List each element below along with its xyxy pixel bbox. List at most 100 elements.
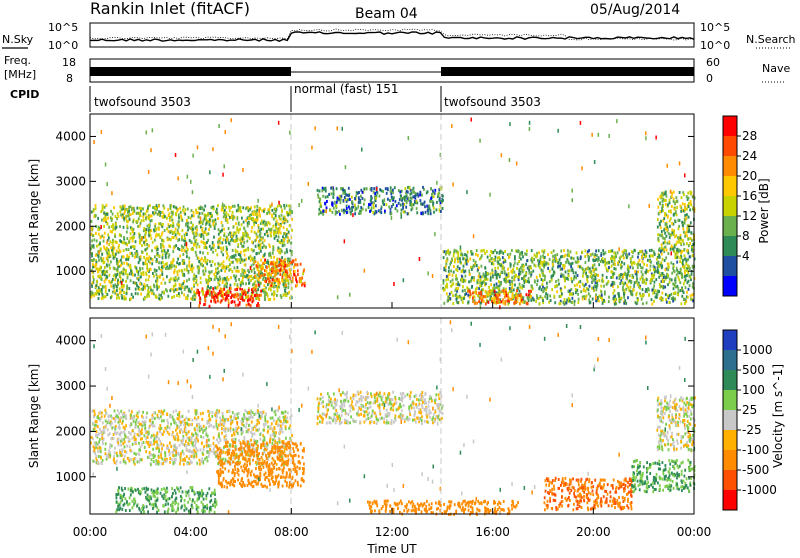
power-pixel-0 [258, 244, 260, 247]
power-pixel-0 [135, 240, 137, 243]
power-pixel-0 [237, 258, 239, 261]
power-pixel-1 [258, 294, 260, 297]
power-pixel-0 [95, 254, 97, 257]
power-pixel-0 [161, 273, 163, 276]
power-pixel-0 [158, 267, 160, 270]
power-pixel-2 [267, 278, 269, 281]
power-pixel-4 [687, 264, 689, 267]
power-pixel-0 [256, 273, 258, 276]
power-pixel-0 [202, 227, 204, 230]
power-pixel-0 [286, 233, 288, 236]
power-pixel-0 [216, 272, 218, 275]
power-pixel-6 [661, 230, 663, 233]
power-pixel-0 [207, 212, 209, 215]
power-pixel-4 [493, 284, 495, 287]
power-pixel-0 [159, 236, 161, 239]
power-pixel-0 [163, 204, 165, 207]
power-pixel-4 [665, 256, 667, 259]
power-pixel-0 [248, 257, 250, 260]
power-pixel-4 [620, 282, 622, 285]
power-pixel-0 [124, 205, 126, 208]
power-pixel-0 [155, 211, 157, 214]
power-pixel-3 [359, 212, 361, 215]
power-pixel-0 [240, 284, 242, 287]
power-pixel-0 [139, 207, 141, 210]
power-pixel-4 [490, 250, 492, 253]
power-pixel-4 [520, 266, 522, 269]
power-pixel-0 [166, 217, 168, 220]
power-pixel-3 [430, 200, 432, 203]
power-pixel-3 [341, 209, 343, 212]
power-pixel-0 [142, 216, 144, 219]
power-pixel-0 [126, 262, 128, 265]
power-pixel-0 [126, 254, 128, 257]
power-pixel-4 [677, 276, 679, 279]
power-pixel-4 [523, 268, 525, 271]
power-pixel-0 [135, 267, 137, 270]
power-pixel-1 [239, 287, 241, 290]
power-pixel-0 [120, 214, 122, 217]
power-pixel-4 [636, 302, 638, 305]
power-pixel-0 [184, 268, 186, 271]
power-pixel-0 [262, 228, 264, 231]
power-pixel-1 [212, 287, 214, 290]
power-pixel-0 [198, 256, 200, 259]
power-pixel-3 [324, 202, 326, 205]
power-pixel-0 [222, 224, 224, 227]
power-speckle [529, 127, 531, 131]
velocity-pixel-0 [218, 441, 220, 444]
power-pixel-0 [199, 245, 201, 248]
power-pixel-2 [261, 274, 263, 277]
power-pixel-0 [263, 254, 265, 257]
power-pixel-0 [123, 226, 125, 229]
power-pixel-4 [586, 287, 588, 290]
power-pixel-4 [656, 258, 658, 261]
power-pixel-0 [100, 210, 102, 213]
power-pixel-4 [637, 283, 639, 286]
power-pixel-4 [619, 299, 621, 302]
power-pixel-0 [242, 238, 244, 241]
power-pixel-0 [210, 225, 212, 228]
power-pixel-4 [519, 286, 521, 289]
power-pixel-4 [481, 254, 483, 257]
power-pixel-4 [651, 298, 653, 301]
power-pixel-0 [202, 234, 204, 237]
power-pixel-0 [136, 207, 138, 210]
power-speckle [141, 237, 143, 241]
power-pixel-3 [405, 195, 407, 198]
power-pixel-3 [409, 187, 411, 190]
power-pixel-3 [422, 211, 424, 214]
power-pixel-4 [688, 275, 690, 278]
power-pixel-0 [188, 216, 190, 219]
power-pixel-2 [271, 282, 273, 285]
power-pixel-4 [540, 255, 542, 258]
power-pixel-4 [601, 279, 603, 282]
power-pixel-0 [183, 262, 185, 265]
power-pixel-0 [161, 282, 163, 285]
power-pixel-0 [267, 295, 269, 298]
power-speckle [152, 128, 154, 132]
power-pixel-0 [228, 269, 230, 272]
power-pixel-3 [340, 201, 342, 204]
power-speckle [121, 281, 123, 285]
power-pixel-4 [686, 274, 688, 277]
power-pixel-3 [442, 199, 444, 202]
power-pixel-4 [561, 268, 563, 271]
power-pixel-3 [327, 195, 329, 198]
power-pixel-0 [238, 229, 240, 232]
power-pixel-4 [591, 287, 593, 290]
power-pixel-4 [662, 299, 664, 302]
power-pixel-0 [149, 255, 151, 258]
velocity-pixel-0 [114, 420, 116, 423]
power-pixel-4 [525, 280, 527, 283]
power-pixel-4 [604, 291, 606, 294]
power-pixel-0 [251, 248, 253, 251]
power-pixel-4 [679, 271, 681, 274]
power-pixel-1 [234, 301, 236, 304]
power-pixel-3 [321, 189, 323, 192]
power-pixel-2 [288, 264, 290, 267]
power-pixel-4 [623, 262, 625, 265]
power-pixel-0 [236, 237, 238, 240]
power-pixel-4 [626, 284, 628, 287]
power-pixel-4 [450, 270, 452, 273]
